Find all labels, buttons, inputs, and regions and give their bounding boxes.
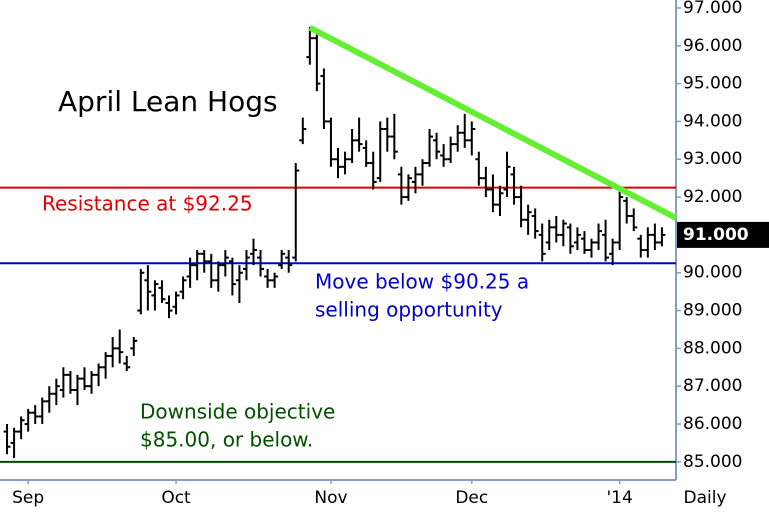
y-tick-label: 93.000: [683, 149, 742, 169]
annotation: $85.00, or below.: [140, 428, 313, 452]
annotation: Resistance at $92.25: [42, 192, 253, 216]
y-tick-label: 86.000: [683, 414, 742, 434]
y-tick-label: 92.000: [683, 187, 742, 207]
y-tick-label: 85.000: [683, 452, 742, 472]
y-tick-label: 97.000: [683, 0, 742, 18]
y-tick-label: 90.000: [683, 263, 742, 283]
y-tick-label: 89.000: [683, 301, 742, 321]
last-price-label: 91.000: [683, 225, 749, 245]
y-tick-label: 94.000: [683, 111, 742, 131]
annotation: Move below $90.25 a: [315, 270, 529, 294]
x-tick-label: Nov: [314, 488, 347, 508]
y-tick-label: 87.000: [683, 376, 742, 396]
x-tick-label: Sep: [12, 488, 44, 508]
y-tick-label: 96.000: [683, 36, 742, 56]
x-tick-label: Oct: [161, 488, 191, 508]
x-tick-label: Dec: [455, 488, 488, 508]
chart-title: April Lean Hogs: [58, 85, 278, 118]
annotation: Downside objective: [140, 400, 335, 424]
x-tick-label: '14: [607, 488, 633, 508]
y-tick-label: 88.000: [683, 338, 742, 358]
x-axis-label: Daily: [683, 488, 726, 508]
annotation: selling opportunity: [315, 298, 503, 322]
trend-line: [308, 24, 678, 221]
last-price-box: [677, 221, 769, 248]
y-tick-label: 95.000: [683, 74, 742, 94]
